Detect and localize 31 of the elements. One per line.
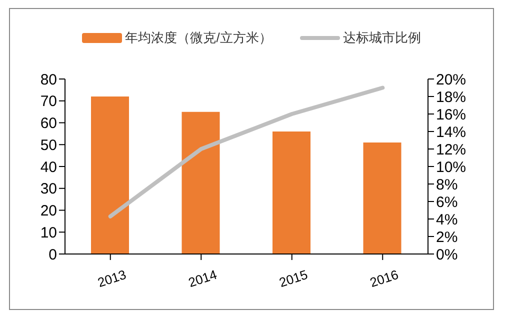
x-tick-label: 2014 xyxy=(186,266,219,290)
y2-tick-label: 14% xyxy=(436,124,466,141)
y-tick-label: 80 xyxy=(40,71,57,88)
x-tick-label: 2013 xyxy=(96,266,128,290)
y2-tick-label: 20% xyxy=(436,71,466,88)
y2-tick-label: 8% xyxy=(436,176,458,194)
bar xyxy=(363,142,402,254)
y2-tick-label: 6% xyxy=(436,194,458,211)
legend-label: 年均浓度（微克/立方米） xyxy=(124,29,272,47)
bar xyxy=(91,96,129,254)
y2-tick-label: 12% xyxy=(436,141,466,158)
y-tick-label: 70 xyxy=(40,93,57,110)
y-tick-label: 10 xyxy=(40,224,57,242)
y-tick-label: 40 xyxy=(40,158,57,176)
line-series xyxy=(108,86,385,218)
x-tick-label: 2016 xyxy=(368,266,400,290)
y-tick-label: 20 xyxy=(40,202,57,220)
x-tick-label: 2015 xyxy=(277,266,310,290)
y2-tick-label: 2% xyxy=(436,228,458,246)
y2-tick-label: 0% xyxy=(436,246,458,264)
legend-label: 达标城市比例 xyxy=(342,29,421,47)
y2-tick-label: 4% xyxy=(436,211,458,228)
y-tick-label: 30 xyxy=(40,180,57,198)
y-tick-label: 50 xyxy=(40,136,57,154)
y2-tick-label: 18% xyxy=(436,88,466,106)
y2-tick-label: 10% xyxy=(436,158,466,176)
bar xyxy=(182,112,220,254)
y-tick-label: 60 xyxy=(40,115,57,132)
y2-tick-label: 16% xyxy=(436,106,466,124)
bar xyxy=(272,132,310,254)
y-tick-label: 0 xyxy=(48,246,57,264)
